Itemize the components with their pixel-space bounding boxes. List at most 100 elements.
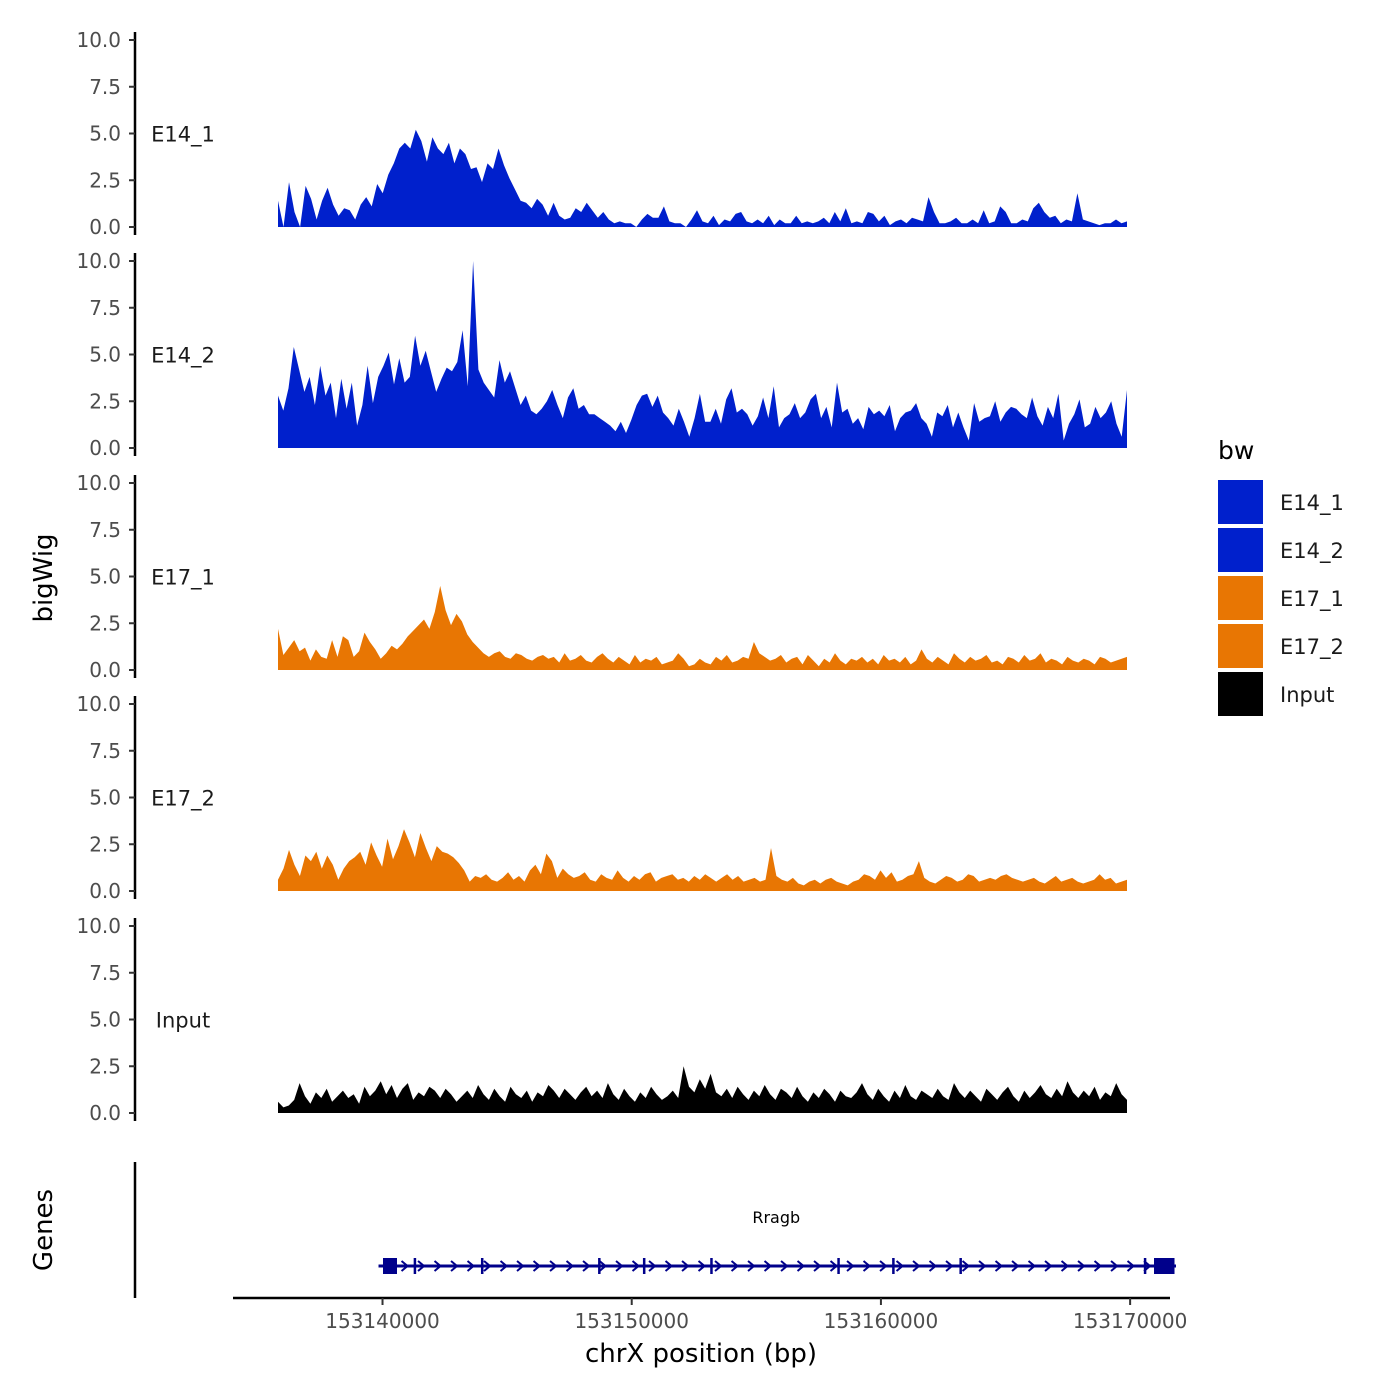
track-Input: 0.0 2.5 5.0 7.5 10.0 Input — [76, 914, 1127, 1125]
y-tick-label: 2.5 — [89, 168, 121, 192]
strand-arrow — [1027, 1260, 1037, 1272]
strand-arrow — [862, 1260, 872, 1272]
legend-swatch — [1218, 528, 1263, 572]
strand-arrow — [417, 1260, 426, 1272]
legend-title: bw — [1218, 436, 1254, 465]
signal-area-E17_2 — [278, 829, 1127, 891]
strand-arrow — [1126, 1260, 1136, 1272]
y-tick-label: 10.0 — [76, 692, 121, 716]
y-tick-label: 2.5 — [89, 611, 121, 635]
legend-label: E14_2 — [1280, 539, 1344, 564]
strand-arrow — [978, 1260, 987, 1272]
x-axis: 153140000 153150000 153160000 153170000 chr… — [233, 1296, 1187, 1369]
legend-label: E14_1 — [1280, 491, 1344, 516]
track-label: Input — [156, 1009, 210, 1033]
strand-arrow — [994, 1260, 1004, 1272]
strand-arrow — [483, 1260, 492, 1272]
y-tick-label: 7.5 — [89, 961, 121, 985]
strand-arrow — [615, 1260, 624, 1272]
strand-arrow — [598, 1260, 608, 1272]
y-tick-label: 10.0 — [76, 28, 121, 52]
track-E14_2: 0.0 2.5 5.0 7.5 10.0 E14_2 — [76, 249, 1127, 460]
y-tick-label: 2.5 — [89, 389, 121, 413]
legend-swatch — [1218, 576, 1263, 620]
legend-item-Input: Input — [1218, 672, 1334, 716]
strand-arrow — [813, 1260, 822, 1272]
track-label: E14_2 — [151, 344, 215, 369]
legend-swatch — [1218, 480, 1263, 524]
strand-arrow — [961, 1260, 971, 1272]
strand-arrow — [796, 1260, 806, 1272]
y-tick-label: 0.0 — [89, 879, 121, 903]
strand-arrow — [1110, 1260, 1119, 1272]
y-tick-label: 5.0 — [89, 343, 121, 367]
strand-arrow — [499, 1260, 509, 1272]
gene-models: Rragb — [378, 1208, 1176, 1274]
strand-arrow — [1093, 1260, 1103, 1272]
y-tick-label: 2.5 — [89, 1054, 121, 1078]
strand-arrow — [829, 1260, 839, 1272]
x-tick-label: 153160000 — [824, 1309, 939, 1333]
legend-items: E14_1 E14_2 E17_1 E17_2 Input — [1218, 480, 1344, 716]
track-E17_2: 0.0 2.5 5.0 7.5 10.0 E17_2 — [76, 692, 1127, 903]
strand-arrow — [747, 1260, 756, 1272]
legend-label: E17_2 — [1280, 635, 1344, 660]
signal-area-E14_2 — [278, 261, 1127, 448]
legend-swatch — [1218, 672, 1263, 716]
x-tick-label: 153140000 — [325, 1309, 440, 1333]
strand-arrow — [565, 1260, 575, 1272]
strand-arrow — [532, 1260, 542, 1272]
y-tick-label: 0.0 — [89, 436, 121, 460]
strand-arrow — [879, 1260, 888, 1272]
legend-label: E17_1 — [1280, 587, 1344, 612]
legend-label: Input — [1280, 683, 1334, 707]
strand-arrow — [1077, 1260, 1086, 1272]
track-label: E14_1 — [151, 123, 215, 148]
legend-item-E14_1: E14_1 — [1218, 480, 1344, 524]
y-tick-label: 10.0 — [76, 471, 121, 495]
strand-arrow — [912, 1260, 921, 1272]
strand-arrow — [1044, 1260, 1053, 1272]
legend-item-E17_2: E17_2 — [1218, 624, 1344, 668]
y-tick-label: 7.5 — [89, 518, 121, 542]
strand-arrow — [895, 1260, 905, 1272]
signal-area-E14_1 — [278, 129, 1127, 227]
strand-arrow — [730, 1260, 740, 1272]
x-axis-title: chrX position (bp) — [585, 1339, 817, 1369]
exon-block — [1154, 1258, 1168, 1274]
track-label: E17_2 — [151, 787, 215, 812]
strand-arrow — [400, 1260, 410, 1272]
legend-item-E17_1: E17_1 — [1218, 576, 1344, 620]
track-E17_1: 0.0 2.5 5.0 7.5 10.0 E17_1 — [76, 471, 1127, 682]
exon-block — [382, 1258, 397, 1274]
track-E14_1: 0.0 2.5 5.0 7.5 10.0 E14_1 — [76, 28, 1127, 239]
x-axis-ticks: 153140000 153150000 153160000 153170000 — [325, 1298, 1187, 1333]
strand-arrow — [1060, 1260, 1070, 1272]
strand-arrow — [846, 1260, 855, 1272]
legend: bw E14_1 E14_2 E17_1 E17_2 Input — [1218, 436, 1344, 716]
gene-panel: Genes Rragb — [29, 1162, 1176, 1298]
gene-label: Rragb — [752, 1208, 800, 1227]
y-tick-label: 5.0 — [89, 1008, 121, 1032]
y-tick-label: 0.0 — [89, 658, 121, 682]
strand-arrow — [450, 1260, 459, 1272]
strand-arrow — [466, 1260, 476, 1272]
genes-axis-title: Genes — [29, 1189, 59, 1271]
legend-item-E14_2: E14_2 — [1218, 528, 1344, 572]
signal-area-E17_1 — [278, 585, 1127, 670]
x-tick-label: 153150000 — [574, 1309, 689, 1333]
y-tick-label: 7.5 — [89, 739, 121, 763]
strand-arrow — [433, 1260, 443, 1272]
strand-arrow — [697, 1260, 707, 1272]
strand-arrow — [582, 1260, 591, 1272]
x-tick-label: 153170000 — [1073, 1309, 1188, 1333]
strand-arrow — [1011, 1260, 1020, 1272]
strand-arrow — [928, 1260, 938, 1272]
y-tick-label: 10.0 — [76, 249, 121, 273]
y-axis-title: bigWig — [29, 533, 59, 622]
strand-arrow — [648, 1260, 657, 1272]
y-tick-label: 7.5 — [89, 296, 121, 320]
signal-area-Input — [278, 1066, 1127, 1113]
strand-arrow — [763, 1260, 773, 1272]
